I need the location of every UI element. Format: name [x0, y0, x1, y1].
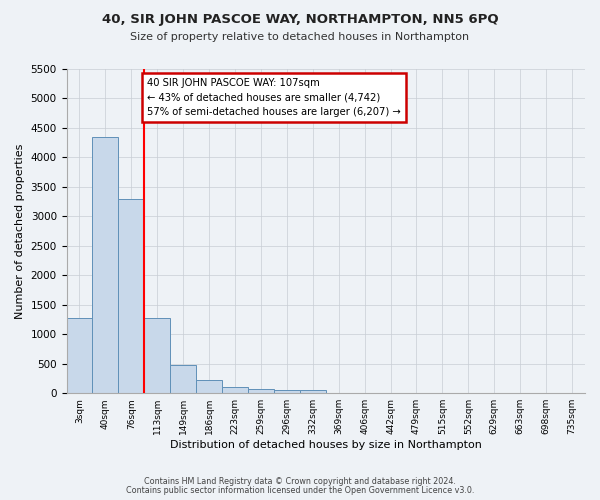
Bar [248, 389, 274, 393]
Text: Contains HM Land Registry data © Crown copyright and database right 2024.: Contains HM Land Registry data © Crown c… [144, 477, 456, 486]
Bar [300, 390, 326, 393]
Bar [144, 318, 170, 393]
Text: 40, SIR JOHN PASCOE WAY, NORTHAMPTON, NN5 6PQ: 40, SIR JOHN PASCOE WAY, NORTHAMPTON, NN… [101, 12, 499, 26]
Text: Contains public sector information licensed under the Open Government Licence v3: Contains public sector information licen… [126, 486, 474, 495]
Bar [170, 365, 196, 393]
Text: Size of property relative to detached houses in Northampton: Size of property relative to detached ho… [130, 32, 470, 42]
Text: 40 SIR JOHN PASCOE WAY: 107sqm
← 43% of detached houses are smaller (4,742)
57% : 40 SIR JOHN PASCOE WAY: 107sqm ← 43% of … [148, 78, 401, 116]
Bar [67, 318, 92, 393]
Bar [196, 380, 222, 393]
Bar [118, 198, 144, 393]
Bar [222, 388, 248, 393]
Y-axis label: Number of detached properties: Number of detached properties [15, 144, 25, 319]
X-axis label: Distribution of detached houses by size in Northampton: Distribution of detached houses by size … [170, 440, 482, 450]
Bar [92, 137, 118, 393]
Bar [274, 390, 300, 393]
